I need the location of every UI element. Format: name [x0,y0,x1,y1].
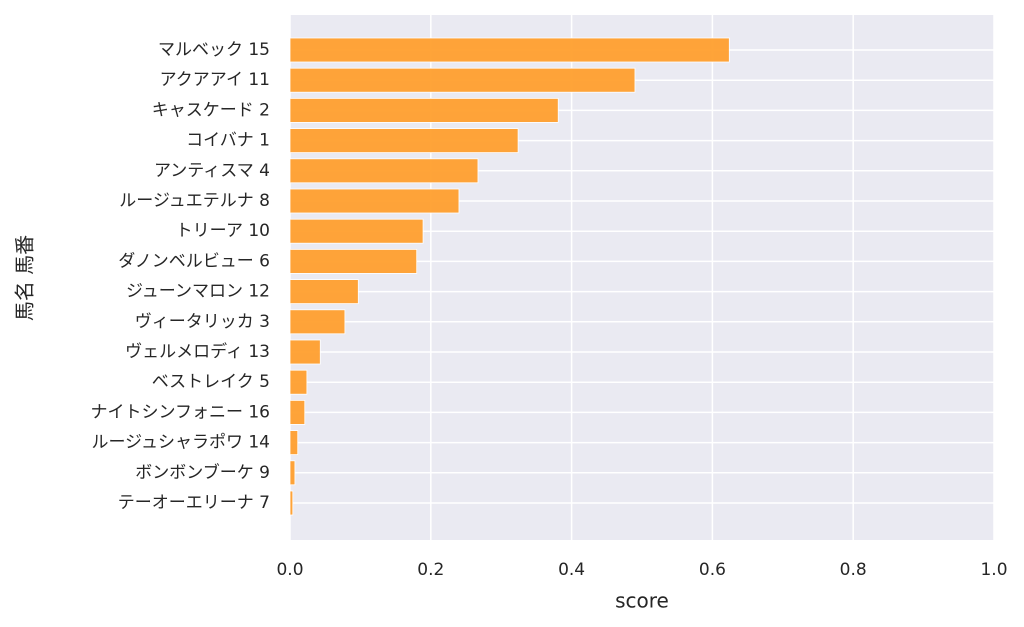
bar [289,369,308,395]
x-tick-label: 0.8 [840,560,867,580]
y-axis-label: 馬名 馬番 [13,235,37,321]
bar [289,218,424,244]
bar [289,399,306,425]
bar [289,188,460,214]
x-tick-label: 0.2 [417,560,444,580]
x-tick-label: 0.4 [558,560,585,580]
y-tick-label: ヴェルメロディ 13 [125,341,270,362]
y-tick-label: アンティスマ 4 [154,161,270,181]
bar [289,279,359,305]
y-tick-label: テーオーエリーナ 7 [118,493,270,513]
bar [289,430,299,456]
x-axis-label: score [615,589,669,613]
bar [289,128,519,154]
plot-background [290,15,994,540]
y-tick-label: ジューンマロン 12 [126,282,270,302]
y-tick-label: アクアアイ 11 [160,70,270,90]
bar [289,98,559,123]
bar [289,490,294,516]
y-tick-label: トリーア 10 [176,221,270,241]
x-tick-label: 0.6 [699,560,726,580]
x-tick-label: 0.0 [276,560,303,580]
y-tick-label: キャスケード 2 [152,100,270,120]
marks [289,37,730,516]
y-tick-label: ヴィータリッカ 3 [135,312,270,332]
y-tick-label: ナイトシンフォニー 16 [90,402,270,422]
y-tick-label: ベストレイク 5 [152,372,270,392]
y-tick-label: ダノンベルビュー 6 [118,251,270,271]
y-tick-label: マルベック 15 [158,40,270,60]
y-tick-label: ルージュシャラポワ 14 [91,433,270,453]
bar [289,37,730,63]
x-tick-label: 1.0 [980,560,1007,580]
y-tick-label: ボンボンブーケ 9 [135,462,270,483]
bar [289,460,296,486]
y-tick-label: コイバナ 1 [186,131,270,151]
bar [289,67,636,93]
bar [289,248,418,274]
bar [289,339,321,365]
y-tick-label: ルージュエテルナ 8 [119,191,270,211]
bar [289,158,479,184]
bar [289,309,346,335]
